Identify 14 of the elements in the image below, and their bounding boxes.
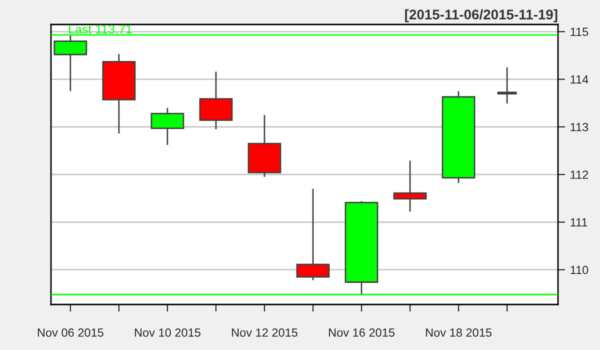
x-tick-label: Nov 10 2015 [134,328,200,337]
x-tick-label: Nov 06 2015 [38,328,104,337]
annotation: Last 113.71 [69,24,132,34]
y-tick-label: 111 [570,218,588,226]
y-tick-label: 115 [570,28,588,36]
chart-subtitle: [2015-11-06/2015-11-19] [405,9,558,22]
y-tick-label: 112 [570,170,588,179]
x-tick-label: Nov 18 2015 [426,328,492,337]
y-tick-label: 110 [570,266,588,274]
candlestick [393,160,427,212]
x-tick-label: Nov 16 2015 [329,328,394,337]
y-tick-label: 114 [570,75,588,84]
x-tick-label: Nov 12 2015 [232,328,298,337]
y-tick-label: 113 [570,122,588,132]
